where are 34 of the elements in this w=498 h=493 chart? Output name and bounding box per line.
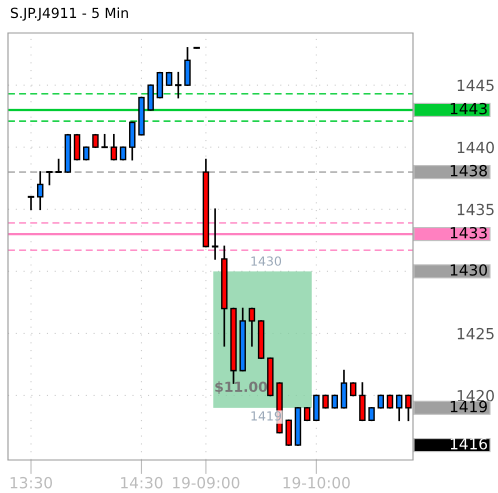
candlestick [405,394,412,422]
chart-title: S.JP.J4911 - 5 Min [10,7,128,21]
candlestick [386,394,394,409]
candlestick [304,407,310,422]
text: 1419 [450,400,487,412]
candlestick [110,134,118,160]
ref-line-label: 1443 [450,102,487,114]
y-tick-label: 1435 [458,204,494,216]
y-tick-label: 1445 [458,80,494,92]
candlestick [92,134,99,148]
candlestick [322,394,329,409]
candlestick [174,72,182,98]
candlestick [36,171,44,210]
candlestick [350,382,356,396]
x-tick-label: 19-09:00 [173,476,240,488]
ref-line-label: 1433 [450,226,487,239]
candlestick [83,146,90,160]
text: 1416 [450,438,488,450]
text: 1430 [450,264,487,276]
candlestick [396,394,402,422]
x-tick-label: 14:30 [121,476,162,488]
annotation: 1419 [251,411,282,421]
x-tick-label: 13:30 [10,476,52,488]
y-tick-label: 1425 [458,328,494,340]
candlestick [378,394,384,409]
candlestick [120,146,126,160]
ref-line-label: 1438 [450,164,487,176]
candlestick [332,394,338,409]
y-tick-label: 1440 [458,142,494,154]
candlestick [166,72,172,86]
candlestick [248,308,256,347]
x-tick-label: 19-10:00 [284,476,350,488]
candlestick [368,407,375,422]
annotation: 1430 [251,256,282,266]
